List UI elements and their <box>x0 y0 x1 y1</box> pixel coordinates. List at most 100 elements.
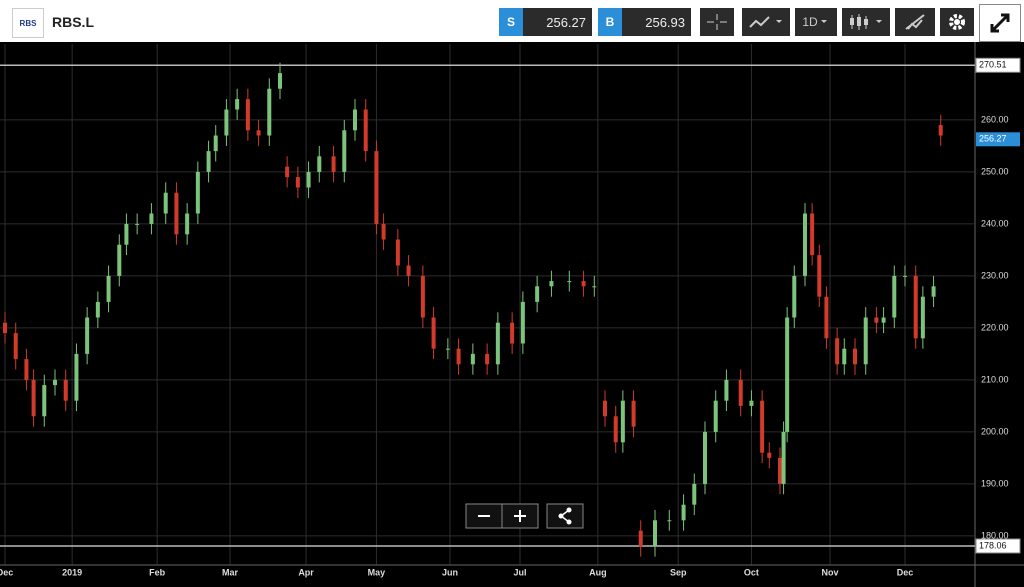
logo: RBS <box>12 8 44 38</box>
candle-body <box>42 385 47 417</box>
share-icon <box>558 507 572 525</box>
candle-body <box>749 400 754 406</box>
candle-body <box>760 400 765 453</box>
candle-body <box>581 281 586 287</box>
candle-body <box>785 317 790 432</box>
y-tick-label: 250.00 <box>981 166 1009 176</box>
candle-body <box>295 177 300 188</box>
candle-body <box>267 88 272 136</box>
y-tick-label: 210.00 <box>981 374 1009 384</box>
y-tick-label: 180.00 <box>981 530 1009 540</box>
candle-body <box>420 275 425 318</box>
candle-body <box>903 275 907 277</box>
candle-body <box>235 99 240 110</box>
candle-body <box>692 483 697 505</box>
chart-type-button[interactable] <box>742 8 790 36</box>
candle-body <box>431 317 436 349</box>
candle-body <box>681 504 686 521</box>
candle-body <box>567 281 572 283</box>
candle-button[interactable] <box>842 8 890 36</box>
candle-body <box>206 151 211 172</box>
candle-body <box>395 239 400 266</box>
settings-button[interactable] <box>940 8 974 36</box>
buy-price: 256.93 <box>645 14 685 30</box>
candle-body <box>106 275 111 302</box>
candle-body <box>406 265 411 276</box>
expand-icon <box>990 13 1010 33</box>
candle-body <box>603 400 607 417</box>
sell-label: S <box>499 8 523 36</box>
candle-body <box>653 520 657 547</box>
share-button[interactable] <box>546 503 584 529</box>
candle-body <box>85 317 90 354</box>
y-tick-label: 230.00 <box>981 270 1009 280</box>
candle-body <box>938 125 943 136</box>
y-tick-label: 200.00 <box>981 426 1009 436</box>
candle-body <box>853 348 857 365</box>
candle-body <box>256 130 261 136</box>
price-line-label-box <box>975 57 1021 73</box>
x-tick-label: May <box>368 567 386 577</box>
y-tick-label: 260.00 <box>981 114 1009 124</box>
last-price-box <box>976 132 1020 147</box>
x-tick-label: Nov <box>821 567 838 577</box>
price-line-label: 178.06 <box>979 540 1007 550</box>
candle-body <box>13 333 18 360</box>
candle-body <box>835 338 840 365</box>
dropdown-icon <box>820 20 827 23</box>
candle-body <box>667 520 672 522</box>
candle-body <box>163 192 168 214</box>
candle-body <box>817 255 822 297</box>
x-tick-label: Apr <box>298 567 314 577</box>
candle-body <box>124 223 129 245</box>
sell-button[interactable]: S 256.27 <box>499 8 592 36</box>
zoom-controls <box>465 503 584 529</box>
candle-body <box>724 379 729 401</box>
x-tick-label: 2019 <box>62 567 82 577</box>
candle-body <box>803 213 807 276</box>
candle-body <box>931 286 936 297</box>
candle-body <box>703 431 707 484</box>
y-tick-label: 220.00 <box>981 322 1009 332</box>
candle-body <box>920 296 925 339</box>
candle-body <box>713 400 718 432</box>
candle-body <box>445 348 450 350</box>
candle-body <box>53 379 57 386</box>
candle-body <box>149 213 154 224</box>
candle-body <box>495 322 500 365</box>
chart-type-icon <box>749 16 782 28</box>
candle-body <box>535 286 540 302</box>
candle-body <box>213 135 218 152</box>
crosshair-button[interactable] <box>700 8 734 36</box>
draw-button[interactable] <box>895 8 935 36</box>
buy-button[interactable]: B 256.93 <box>598 8 691 36</box>
candle-body <box>781 431 786 484</box>
candle-body <box>863 317 868 365</box>
candle-body <box>135 223 140 225</box>
candle-body <box>592 286 597 288</box>
candle-body <box>792 275 797 318</box>
candle-body <box>306 171 311 188</box>
candle-body <box>613 416 618 443</box>
x-tick-label: Jul <box>513 567 526 577</box>
candle-body <box>824 296 829 339</box>
chart: 180.00 190.00 200.00 210.00 220.00 230.00 240.… <box>0 42 1024 587</box>
candle-body <box>874 317 879 323</box>
draw-icon <box>905 14 925 30</box>
y-tick-label: 240.00 <box>981 218 1009 228</box>
symbol: RBS.L <box>52 14 94 30</box>
sell-price: 256.27 <box>546 14 586 30</box>
candle-body <box>510 322 515 344</box>
candle-body <box>224 109 229 136</box>
interval-button[interactable]: 1D <box>795 8 837 36</box>
candle-body <box>456 348 461 365</box>
candle-body <box>285 166 290 178</box>
plus-icon <box>514 510 526 522</box>
candle-body <box>549 281 554 287</box>
candle-body <box>485 353 490 365</box>
x-tick-label: Feb <box>149 567 166 577</box>
price-line-label: 270.51 <box>979 60 1007 70</box>
candle-body <box>74 353 79 401</box>
expand-button[interactable] <box>979 4 1021 42</box>
